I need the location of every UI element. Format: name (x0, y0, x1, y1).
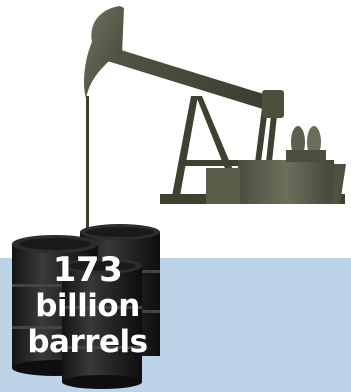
barrel-front-right (62, 258, 142, 389)
label-item: barrels (27, 324, 148, 360)
horse-head (84, 6, 124, 98)
label-unit: billion (35, 288, 140, 324)
cylinder-base (286, 150, 326, 162)
motor-block (206, 168, 240, 204)
barrels-label: 173 billion barrels (20, 252, 155, 360)
label-number: 173 (52, 250, 123, 290)
gearbox (238, 160, 334, 204)
pitman-arm-1 (254, 108, 268, 170)
sucker-rod (86, 96, 89, 256)
pitman-arm-2 (266, 106, 278, 162)
pump-frame-brace (178, 160, 242, 166)
walking-beam (104, 46, 270, 110)
pump-frame-leg-left (172, 96, 198, 196)
crank-weight (262, 90, 284, 118)
right-support (332, 164, 346, 204)
